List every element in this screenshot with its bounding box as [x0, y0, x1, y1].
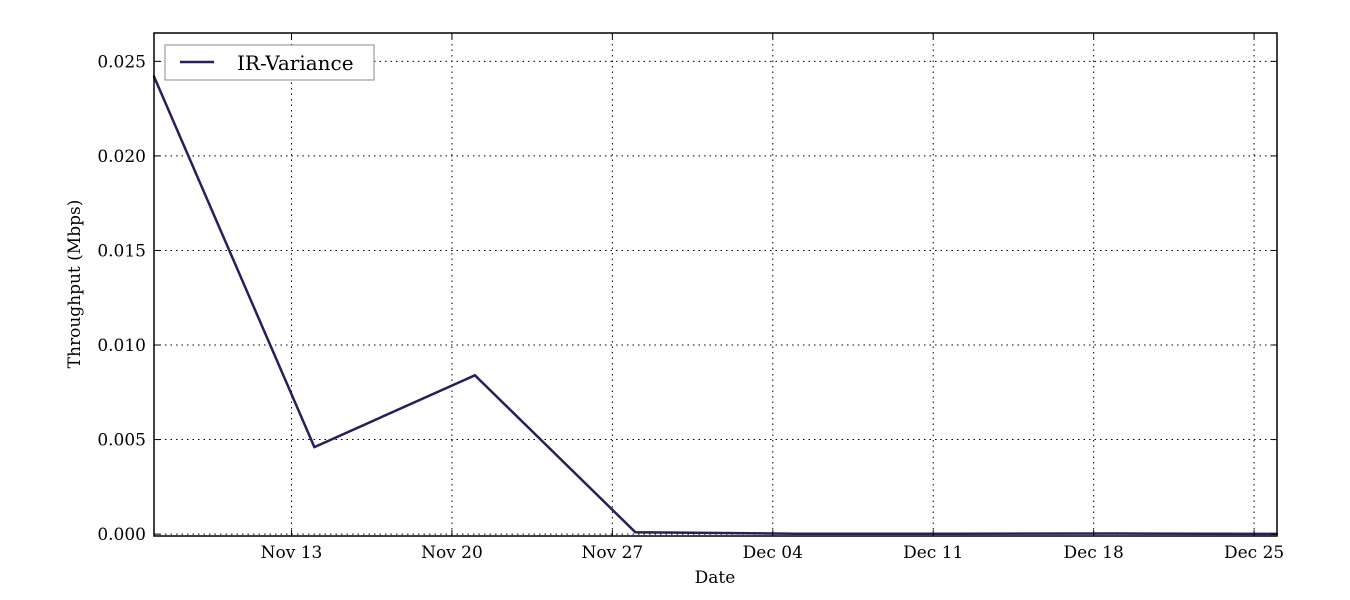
y-tick-label: 0.010 [97, 336, 146, 356]
data-point [473, 374, 477, 377]
x-tick-label: Nov 20 [421, 543, 483, 563]
data-point [313, 445, 316, 449]
data-point [634, 531, 637, 534]
x-tick-label: Dec 18 [1064, 543, 1124, 563]
x-tick-label: Nov 27 [581, 543, 643, 563]
data-point [794, 532, 797, 535]
data-point [1115, 532, 1118, 535]
x-axis-label: Date [695, 568, 736, 588]
x-tick-label: Dec 04 [743, 543, 803, 563]
y-tick-label: 0.005 [97, 431, 146, 451]
y-tick-label: 0.015 [97, 241, 146, 261]
x-tick-label: Dec 25 [1224, 543, 1284, 563]
legend-label-ir-variance: IR-Variance [237, 51, 354, 75]
y-tick-label: 0.020 [97, 147, 146, 167]
series-line-ir-variance [152, 76, 1278, 536]
x-tick-label: Dec 11 [903, 543, 963, 563]
y-tick-label: 0.000 [97, 525, 146, 545]
y-axis-ticks: 0.000 0.005 0.010 0.015 0.020 0.025 [97, 52, 1277, 545]
x-axis-ticks: Nov 13 Nov 20 Nov 27 Dec 04 Dec 11 Dec 18 Dec … [261, 33, 1284, 563]
grid-lines [154, 33, 1277, 536]
series-layer [152, 75, 1279, 536]
y-tick-label: 0.025 [97, 52, 146, 72]
plot-frame [153, 32, 1278, 537]
x-tick-label: Nov 13 [261, 543, 323, 563]
legend: IR-Variance [164, 44, 375, 81]
data-point [954, 532, 958, 535]
y-axis-label: Throughput (Mbps) [65, 200, 85, 369]
